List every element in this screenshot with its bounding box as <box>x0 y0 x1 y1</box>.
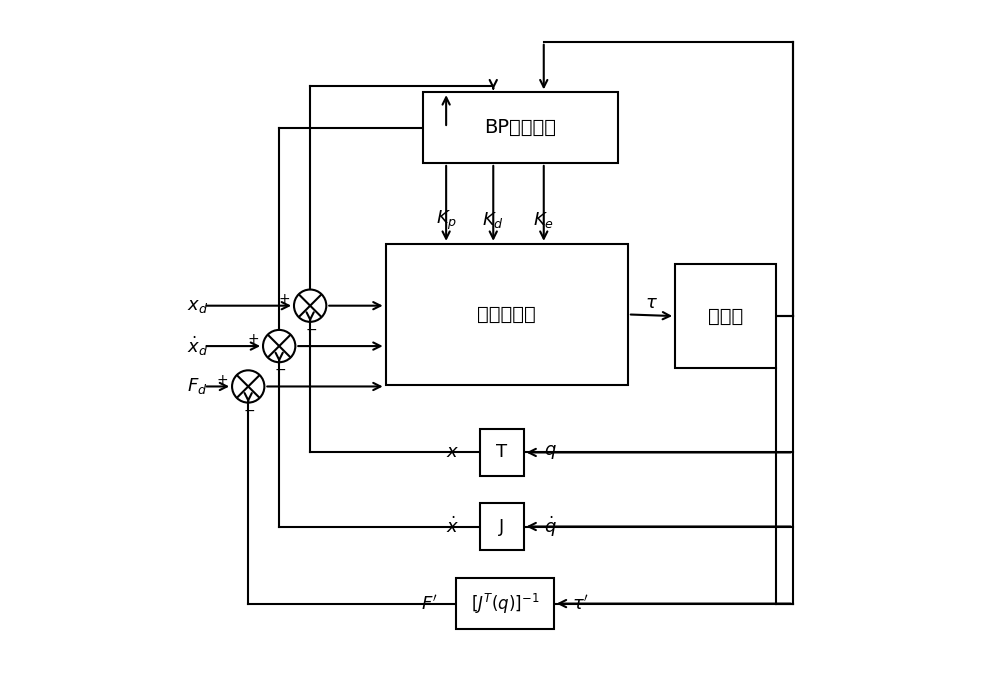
Bar <box>423 92 618 163</box>
Text: $x_d$: $x_d$ <box>187 297 208 315</box>
Text: T: T <box>496 443 507 462</box>
Text: $\tau'$: $\tau'$ <box>572 594 589 613</box>
Circle shape <box>232 370 264 403</box>
Bar <box>456 579 554 629</box>
Text: $\dot{x}$: $\dot{x}$ <box>446 516 460 537</box>
Bar <box>480 429 524 476</box>
Text: $x$: $x$ <box>446 443 460 462</box>
Text: $q$: $q$ <box>544 443 557 462</box>
Text: +: + <box>278 292 290 306</box>
Text: $K_p$: $K_p$ <box>436 209 457 232</box>
Text: $K_d$: $K_d$ <box>482 210 504 231</box>
Bar <box>480 503 524 550</box>
Text: −: − <box>275 363 286 377</box>
Text: 阻抗控制器: 阻抗控制器 <box>477 305 536 324</box>
Text: +: + <box>247 333 259 346</box>
Text: $F_d$: $F_d$ <box>187 377 207 396</box>
Text: −: − <box>244 404 255 418</box>
Bar <box>675 264 776 368</box>
Text: $\dot{q}$: $\dot{q}$ <box>544 514 557 539</box>
Bar <box>386 244 628 385</box>
Circle shape <box>294 289 326 322</box>
Text: J: J <box>499 518 504 535</box>
Text: $\tau$: $\tau$ <box>645 293 658 312</box>
Text: $K_e$: $K_e$ <box>533 210 554 231</box>
Text: 机器人: 机器人 <box>708 307 743 326</box>
Text: $[J^T(q)]^{-1}$: $[J^T(q)]^{-1}$ <box>471 592 539 616</box>
Text: $\dot{x}_d$: $\dot{x}_d$ <box>187 335 208 358</box>
Text: BP神经网络: BP神经网络 <box>484 118 556 137</box>
Text: −: − <box>306 323 317 337</box>
Circle shape <box>263 330 295 362</box>
Text: $F'$: $F'$ <box>421 594 438 613</box>
Text: +: + <box>216 372 228 387</box>
